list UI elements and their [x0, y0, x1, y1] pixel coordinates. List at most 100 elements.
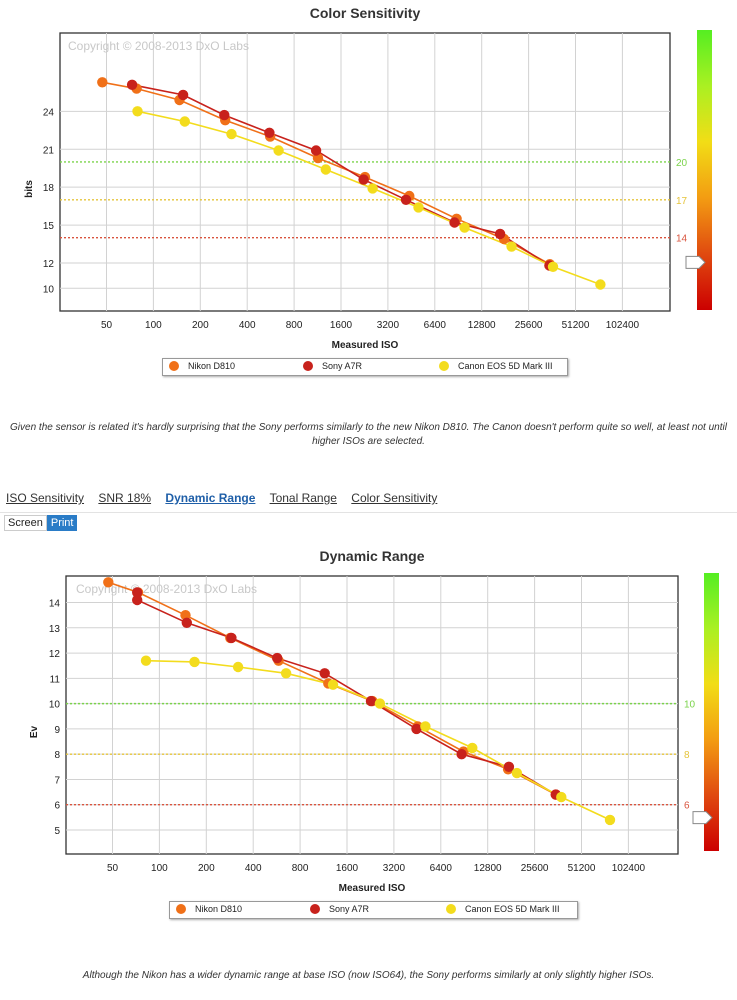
x-tick-label: 25600: [521, 863, 549, 874]
y-tick-label: 14: [49, 599, 61, 610]
data-point-canon-eos-5d-mark-iii: [467, 742, 478, 754]
data-point-canon-eos-5d-mark-iii: [595, 279, 606, 290]
data-point-canon-eos-5d-mark-iii: [232, 661, 244, 673]
legend-item-canon[interactable]: Canon EOS 5D Mark III: [446, 904, 560, 914]
data-point-canon-eos-5d-mark-iii: [604, 814, 616, 826]
quality-scale-bar: [704, 573, 719, 851]
data-point-sony-a7r: [132, 587, 143, 598]
color-caption: Given the sensor is related it's hardly …: [10, 422, 727, 447]
tab-dynamic-range[interactable]: Dynamic Range: [165, 491, 256, 505]
data-point-sony-a7r: [226, 632, 237, 644]
watermark: Copyright © 2008-2013 DxO Labs: [68, 39, 249, 53]
series-line-canon-eos-5d-mark-iii: [145, 659, 611, 821]
threshold-label: 14: [676, 234, 688, 245]
legend-marker: [169, 361, 179, 371]
x-tick-label: 800: [292, 863, 309, 874]
chart-tabs: ISO Sensitivity SNR 18% Dynamic Range To…: [6, 491, 448, 505]
data-point-sony-a7r: [272, 652, 283, 664]
legend-label: Canon EOS 5D Mark III: [458, 361, 553, 371]
data-point-sony-a7r: [319, 668, 330, 679]
y-tick-label: 18: [43, 183, 55, 194]
dynamic-range-chart: Dynamic Range 10 8 6 50 100 200 400 800 1600 320…: [29, 548, 719, 894]
data-point-sony-a7r: [181, 617, 192, 628]
data-point-sony-a7r: [126, 79, 138, 91]
tab-color-sensitivity[interactable]: Color Sensitivity: [351, 491, 438, 505]
data-point-sony-a7r: [503, 761, 515, 772]
data-point-canon-eos-5d-mark-iii: [179, 116, 190, 127]
threshold-label: 6: [684, 801, 690, 812]
legend: Nikon D810 Sony A7R Canon EOS 5D Mark II…: [162, 358, 568, 376]
series-line-canon-eos-5d-mark-iii: [137, 110, 601, 286]
legend-marker: [176, 904, 186, 914]
data-point-canon-eos-5d-mark-iii: [374, 698, 386, 709]
scale-marker-icon: [685, 255, 706, 269]
legend-item-nikon[interactable]: Nikon D810: [169, 361, 235, 371]
series-line-sony-a7r: [131, 84, 550, 267]
legend-label: Sony A7R: [322, 361, 363, 371]
data-point-canon-eos-5d-mark-iii: [556, 791, 567, 803]
y-tick-label: 7: [54, 775, 60, 786]
y-tick-label: 12: [43, 259, 55, 270]
display-mode-toggle: Screen Print: [4, 515, 78, 531]
legend-item-sony[interactable]: Sony A7R: [303, 361, 362, 371]
x-tick-label: 25600: [515, 320, 543, 331]
data-point-canon-eos-5d-mark-iii: [511, 767, 523, 779]
x-tick-label: 100: [145, 320, 162, 331]
legend-label: Nikon D810: [195, 904, 243, 914]
legend-marker: [303, 361, 313, 371]
data-point-sony-a7r: [219, 109, 230, 121]
legend-item-canon[interactable]: Canon EOS 5D Mark III: [439, 361, 553, 371]
tab-snr-18[interactable]: SNR 18%: [98, 491, 152, 505]
data-point-canon-eos-5d-mark-iii: [459, 222, 470, 233]
x-tick-label: 51200: [568, 863, 596, 874]
x-axis-label: Measured ISO: [332, 340, 399, 351]
divider: [0, 512, 737, 513]
data-point-sony-a7r: [449, 217, 460, 228]
y-axis-label: bits: [24, 180, 35, 198]
quality-scale-bar: [697, 30, 712, 310]
y-tick-label: 12: [49, 649, 61, 660]
x-tick-label: 12800: [468, 320, 496, 331]
x-tick-label: 3200: [383, 863, 406, 874]
legend-label: Sony A7R: [329, 904, 370, 914]
data-point-sony-a7r: [132, 594, 143, 606]
x-tick-label: 400: [245, 863, 262, 874]
chart-title: Dynamic Range: [319, 548, 424, 564]
data-point-canon-eos-5d-mark-iii: [413, 202, 424, 213]
legend-item-nikon[interactable]: Nikon D810: [176, 904, 242, 914]
watermark: Copyright © 2008-2013 DxO Labs: [76, 582, 257, 596]
data-point-canon-eos-5d-mark-iii: [132, 106, 143, 117]
data-point-sony-a7r: [494, 228, 506, 240]
data-point-sony-a7r: [310, 145, 322, 156]
legend-label: Canon EOS 5D Mark III: [465, 904, 560, 914]
data-point-canon-eos-5d-mark-iii: [280, 668, 292, 679]
plot-frame: [59, 32, 671, 312]
x-tick-label: 51200: [562, 320, 590, 331]
y-tick-label: 9: [54, 725, 60, 736]
y-tick-label: 6: [54, 801, 60, 812]
print-button[interactable]: Print: [46, 515, 78, 531]
data-point-sony-a7r: [400, 194, 412, 205]
legend-label: Nikon D810: [188, 361, 236, 371]
y-tick-label: 8: [54, 750, 60, 761]
x-tick-label: 6400: [430, 863, 453, 874]
x-tick-label: 100: [151, 863, 168, 874]
legend-marker: [310, 904, 320, 914]
data-point-canon-eos-5d-mark-iii: [140, 655, 152, 666]
threshold-label: 17: [676, 196, 688, 207]
y-tick-label: 11: [50, 674, 61, 685]
legend-item-sony[interactable]: Sony A7R: [310, 904, 369, 914]
screen-button[interactable]: Screen: [4, 515, 47, 531]
y-tick-label: 15: [43, 221, 55, 232]
legend-marker: [439, 361, 449, 371]
data-point-canon-eos-5d-mark-iii: [547, 261, 559, 272]
x-tick-label: 102400: [612, 863, 646, 874]
data-point-canon-eos-5d-mark-iii: [320, 164, 331, 175]
threshold-label: 8: [684, 750, 690, 761]
data-point-sony-a7r: [264, 127, 275, 138]
y-tick-label: 13: [49, 624, 61, 635]
x-tick-label: 3200: [377, 320, 400, 331]
tab-iso-sensitivity[interactable]: ISO Sensitivity: [6, 491, 85, 505]
tab-tonal-range[interactable]: Tonal Range: [269, 491, 337, 505]
y-tick-label: 24: [43, 107, 55, 118]
